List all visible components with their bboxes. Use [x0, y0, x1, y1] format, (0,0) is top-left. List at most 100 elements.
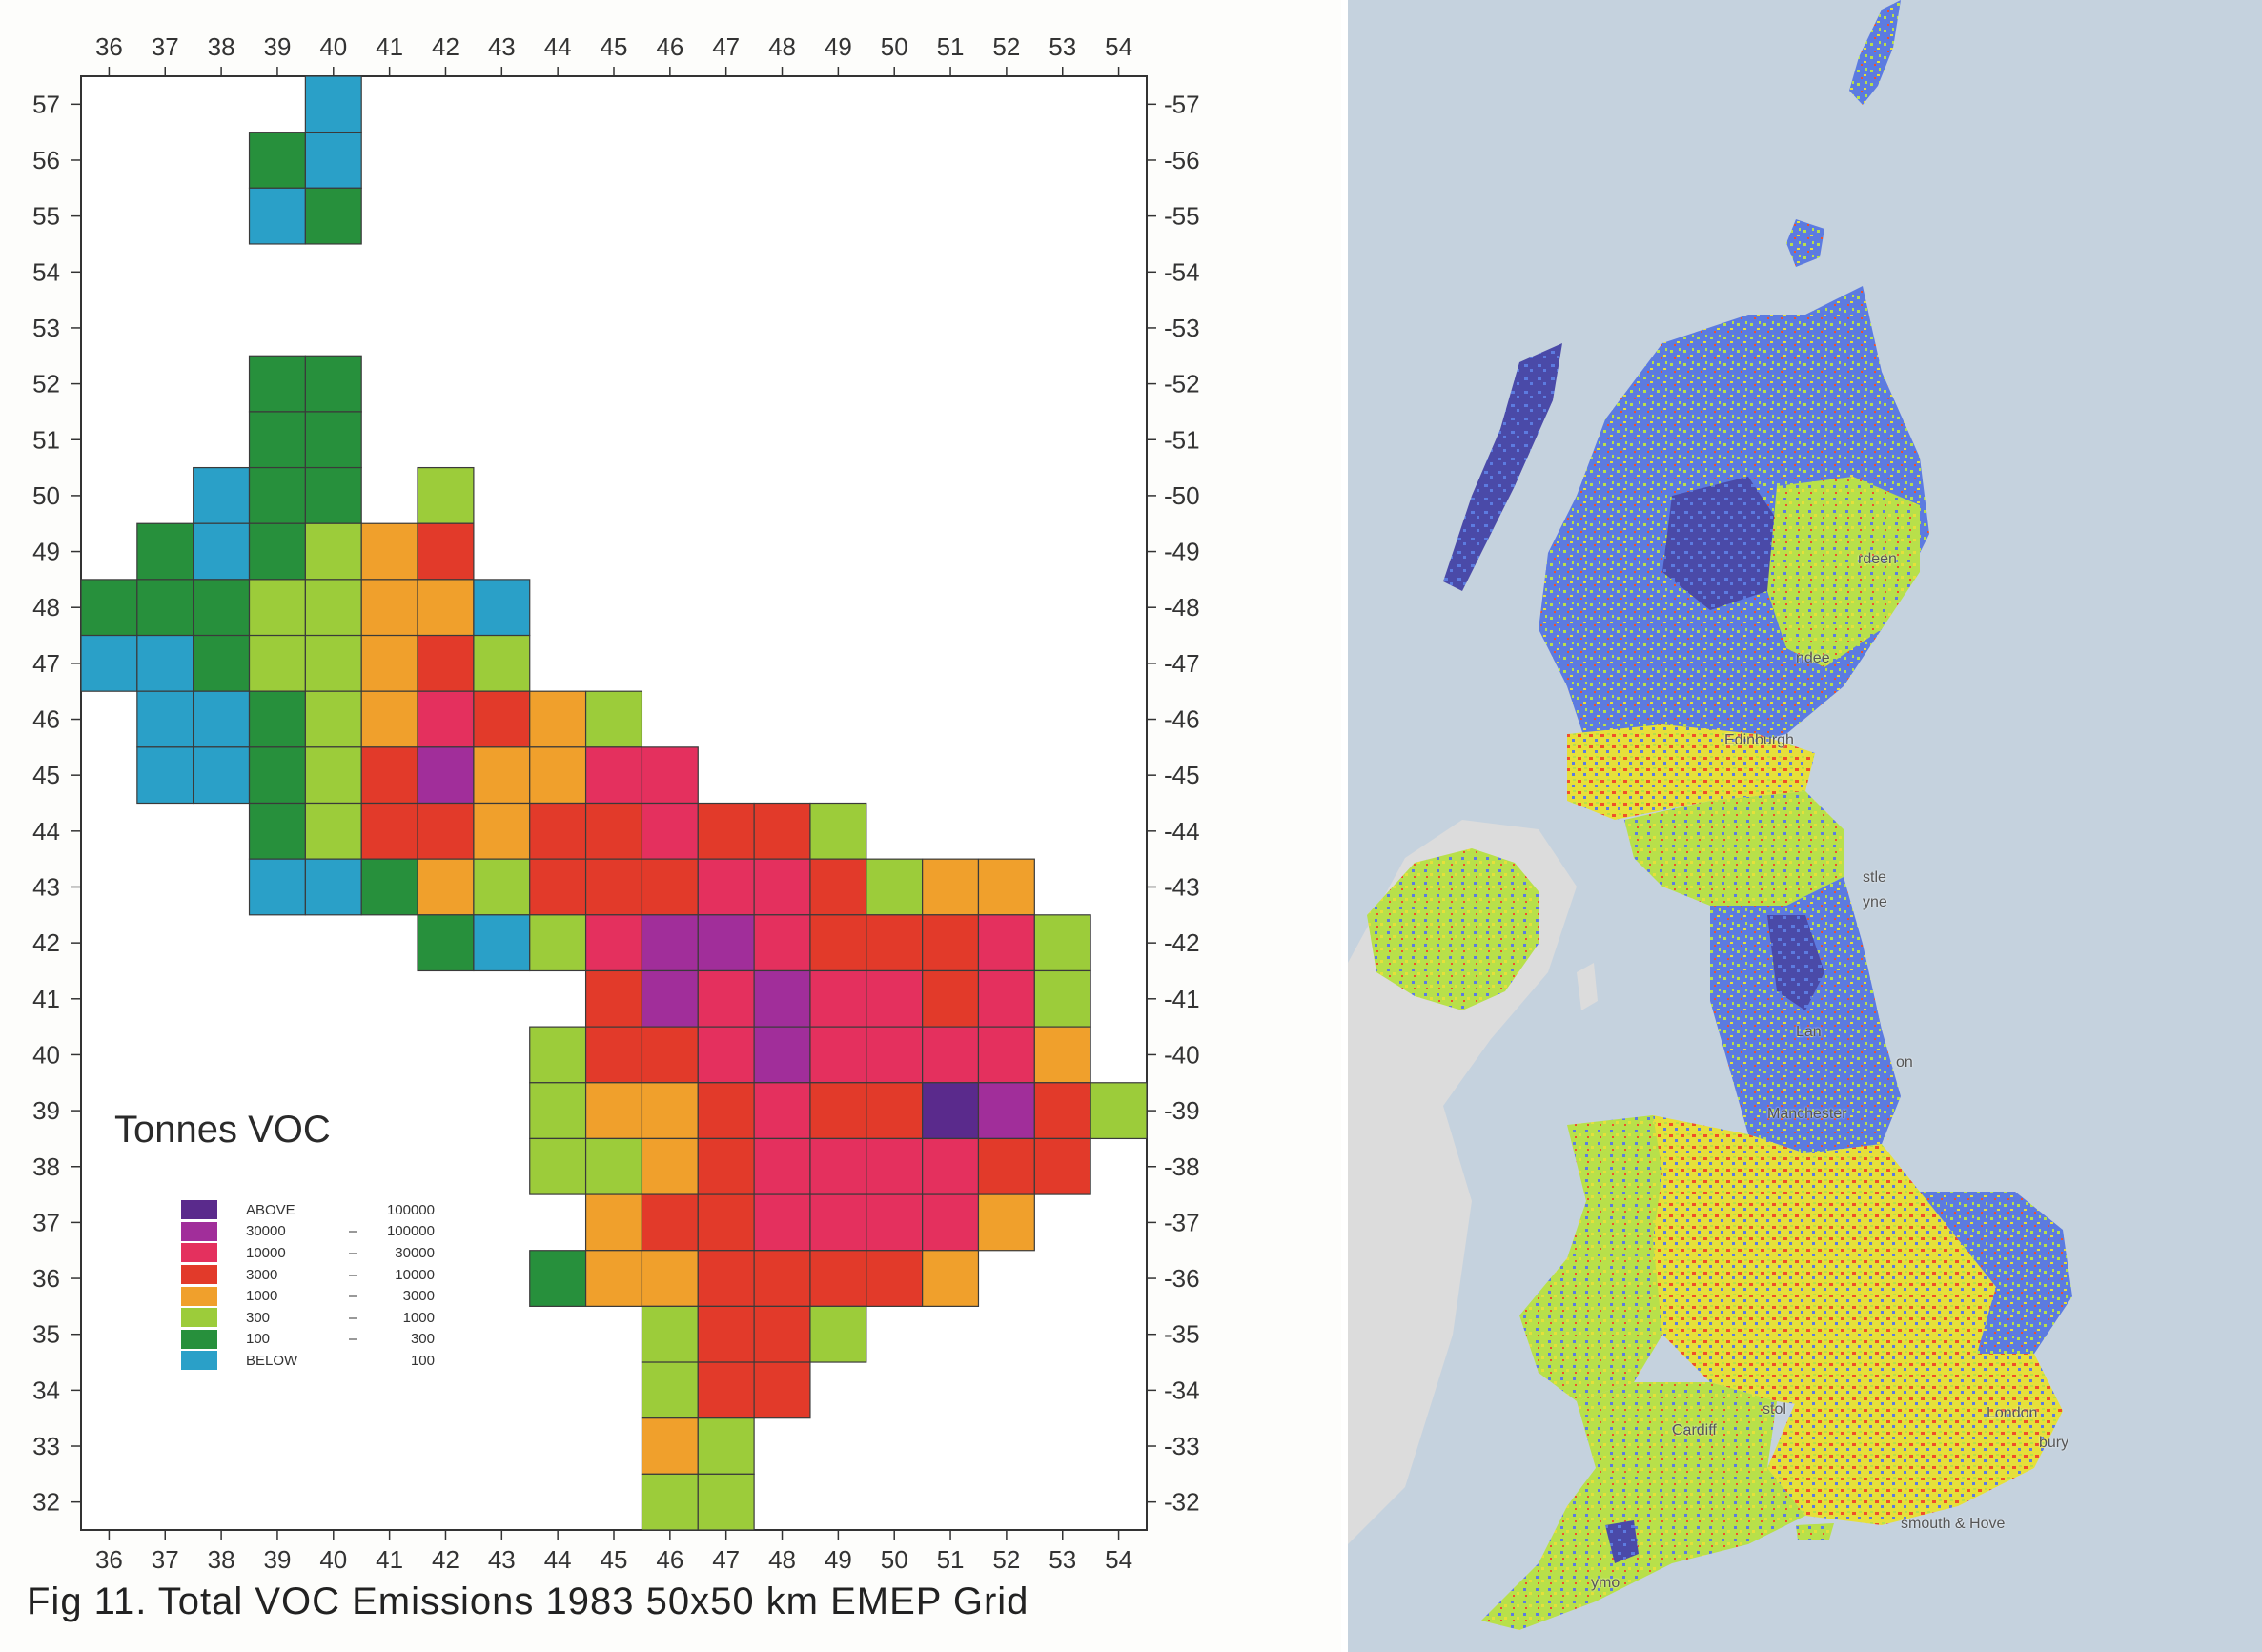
x-tick-label: 40 — [319, 1545, 347, 1574]
legend-swatch — [181, 1243, 217, 1263]
grid-cell — [360, 579, 418, 637]
x-tick-label: 44 — [544, 32, 572, 61]
y-tick-label: 38 — [32, 1152, 60, 1181]
grid-cell — [584, 858, 643, 916]
legend-row: 1000 – 3000 — [181, 1285, 435, 1307]
grid-cell — [697, 858, 755, 916]
grid-cell — [753, 1361, 811, 1419]
grid-cell — [529, 858, 587, 916]
grid-cell — [1033, 914, 1091, 972]
x-tick-label: 50 — [881, 32, 908, 61]
grid-cell — [697, 1193, 755, 1252]
uk-emissions-map[interactable]: rdeen ndee Edinburgh stle yne Lan Manchester on… — [1348, 0, 2262, 1652]
grid-cell — [248, 690, 306, 748]
grid-cell — [977, 1026, 1035, 1084]
grid-cell — [977, 858, 1035, 916]
legend-lo-label: 1000 — [246, 1288, 278, 1305]
grid-cell — [809, 1250, 867, 1307]
legend-swatch — [181, 1308, 217, 1328]
grid-cell — [584, 1137, 643, 1195]
grid-cell — [809, 1193, 867, 1252]
y-tick-label: 53 — [32, 314, 60, 342]
orkney-islands — [1786, 219, 1824, 267]
y-tick-label: 39 — [32, 1096, 60, 1125]
city-label: Cardiff — [1672, 1422, 1717, 1438]
x-tick-label: 37 — [152, 32, 179, 61]
y-tick-label: -50 — [1164, 481, 1200, 510]
grid-cell — [753, 1250, 811, 1307]
x-tick-label: 50 — [881, 1545, 908, 1574]
england-midlands — [1634, 1115, 1996, 1411]
y-tick-label: 55 — [32, 202, 60, 231]
grid-cell — [697, 1473, 755, 1531]
grid-cell — [584, 802, 643, 860]
legend-hi-label: 1000 — [402, 1309, 435, 1326]
grid-cell — [584, 914, 643, 972]
x-tick-label: 49 — [825, 1545, 852, 1574]
x-tick-label: 51 — [937, 32, 965, 61]
grid-cell — [80, 634, 138, 692]
y-tick-label: -45 — [1164, 761, 1200, 789]
grid-cell — [473, 858, 531, 916]
legend-hi-label: 300 — [410, 1331, 435, 1348]
grid-cell — [529, 746, 587, 805]
grid-cell — [866, 969, 924, 1028]
y-tick-label: 34 — [32, 1376, 60, 1404]
grid-cell — [641, 1361, 699, 1419]
grid-cell — [304, 132, 362, 189]
figure-caption: Fig 11. Total VOC Emissions 1983 50x50 k… — [27, 1581, 1029, 1622]
legend-row: BELOW 100 — [181, 1350, 435, 1372]
y-tick-label: -42 — [1164, 928, 1200, 957]
scotland-central-belt — [1567, 724, 1815, 820]
city-label: Edinburgh — [1724, 732, 1794, 748]
grid-cell — [584, 746, 643, 805]
wales — [1519, 1115, 1662, 1401]
legend-row: 100 – 300 — [181, 1329, 435, 1351]
grid-cell — [417, 690, 475, 748]
y-tick-label: -56 — [1164, 146, 1200, 174]
grid-cell — [136, 746, 194, 805]
grid-cell — [922, 1026, 980, 1084]
y-tick-label: -35 — [1164, 1320, 1200, 1349]
y-tick-label: 51 — [32, 425, 60, 454]
city-label: bury — [2039, 1435, 2069, 1451]
grid-cell — [360, 802, 418, 860]
y-tick-label: 46 — [32, 705, 60, 734]
grid-cell — [641, 1417, 699, 1475]
grid-cell — [697, 1361, 755, 1419]
y-tick-label: -55 — [1164, 202, 1200, 231]
grid-cell — [584, 1082, 643, 1140]
grid-cell — [866, 1082, 924, 1140]
y-tick-label: -49 — [1164, 538, 1200, 566]
x-tick-label: 43 — [488, 32, 516, 61]
y-tick-label: -53 — [1164, 314, 1200, 342]
legend-dash: – — [349, 1244, 357, 1261]
grid-cell — [304, 466, 362, 524]
grid-cell — [1090, 1082, 1148, 1140]
grid-cell — [248, 522, 306, 581]
grid-cell — [641, 1305, 699, 1363]
grid-cell — [922, 1082, 980, 1140]
x-tick-label: 41 — [376, 1545, 403, 1574]
grid-cell — [529, 1082, 587, 1140]
grid-cell — [248, 634, 306, 692]
city-label: rdeen — [1858, 551, 1897, 567]
grid-cell — [641, 1250, 699, 1307]
legend-swatch — [181, 1329, 217, 1349]
legend-hi-label: 100000 — [386, 1201, 435, 1218]
x-tick-label: 54 — [1105, 1545, 1132, 1574]
grid-cell — [360, 522, 418, 581]
ireland-landmass — [1348, 820, 1577, 1544]
grid-cell — [248, 802, 306, 860]
x-tick-label: 52 — [992, 32, 1020, 61]
grid-cell — [1033, 1137, 1091, 1195]
y-tick-label: 32 — [32, 1488, 60, 1517]
y-tick-label: 41 — [32, 985, 60, 1013]
legend-lo-label: ABOVE — [246, 1201, 295, 1218]
legend-hi-label: 3000 — [402, 1288, 435, 1305]
grid-cell — [304, 858, 362, 916]
city-label: on — [1896, 1054, 1913, 1071]
grid-cell — [304, 75, 362, 133]
y-tick-label: 54 — [32, 257, 60, 286]
grid-cell — [977, 969, 1035, 1028]
